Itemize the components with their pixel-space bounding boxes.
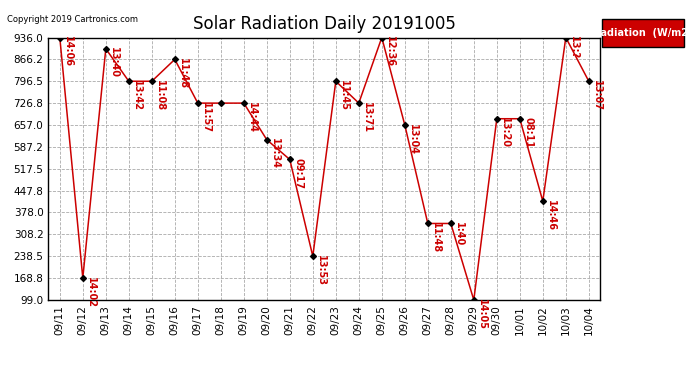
Text: 11:08: 11:08 bbox=[155, 80, 165, 111]
Text: Copyright 2019 Cartronics.com: Copyright 2019 Cartronics.com bbox=[7, 15, 138, 24]
Text: 13:20: 13:20 bbox=[500, 117, 510, 148]
Text: 11:45: 11:45 bbox=[339, 80, 349, 111]
Text: 14:06: 14:06 bbox=[63, 36, 73, 67]
Text: 13:42: 13:42 bbox=[132, 80, 142, 111]
Text: 13:34: 13:34 bbox=[270, 138, 280, 170]
Text: 09:17: 09:17 bbox=[293, 158, 303, 189]
Text: 14:05: 14:05 bbox=[477, 298, 487, 330]
Text: 11:48: 11:48 bbox=[431, 222, 441, 253]
Text: 13:?: 13:? bbox=[569, 36, 579, 59]
Text: 14:44: 14:44 bbox=[247, 102, 257, 133]
Text: 13:71: 13:71 bbox=[362, 102, 372, 133]
Text: 13:07: 13:07 bbox=[592, 80, 602, 111]
Text: 11:57: 11:57 bbox=[201, 102, 211, 133]
Text: 1:40: 1:40 bbox=[454, 222, 464, 246]
Text: 13:04: 13:04 bbox=[408, 124, 418, 154]
Text: 14:02: 14:02 bbox=[86, 277, 96, 308]
Text: Radiation  (W/m2): Radiation (W/m2) bbox=[593, 28, 690, 38]
Text: 12:36: 12:36 bbox=[385, 36, 395, 67]
Text: 08:11: 08:11 bbox=[523, 117, 533, 148]
Text: 11:48: 11:48 bbox=[178, 58, 188, 89]
Title: Solar Radiation Daily 20191005: Solar Radiation Daily 20191005 bbox=[193, 15, 455, 33]
Text: 13:53: 13:53 bbox=[316, 255, 326, 286]
Text: 13:40: 13:40 bbox=[109, 48, 119, 78]
Text: 14:46: 14:46 bbox=[546, 200, 556, 231]
